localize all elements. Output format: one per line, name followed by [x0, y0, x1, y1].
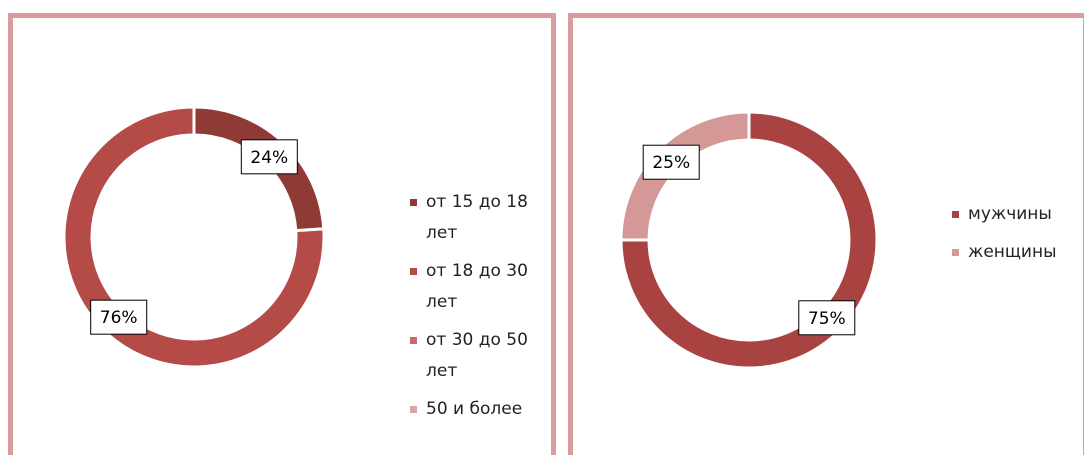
legend-item: мужчины	[952, 199, 1077, 230]
legend-label: от 30 до 50 лет	[426, 330, 528, 381]
legend-label: 50 и более	[426, 399, 523, 419]
legend-item: женщины	[952, 237, 1077, 268]
data-label-box	[240, 139, 298, 175]
legend-label: женщины	[968, 242, 1057, 262]
data-label: 25%	[652, 153, 690, 173]
legend-label: от 18 до 30 лет	[426, 261, 528, 312]
legend-swatch	[410, 406, 417, 413]
legend-item: 50 и более	[410, 394, 535, 425]
legend-swatch	[410, 337, 417, 344]
legend: мужчины женщины	[952, 199, 1077, 275]
legend-item: от 30 до 50 лет	[410, 325, 535, 387]
data-label-box	[90, 299, 148, 335]
legend-swatch	[952, 211, 959, 218]
panel	[568, 13, 1084, 455]
data-label: 24%	[250, 148, 288, 168]
data-label-box	[642, 144, 700, 180]
legend-swatch	[952, 249, 959, 256]
donut-slice	[619, 110, 879, 370]
legend-swatch	[410, 199, 417, 206]
legend-item: от 15 до 18 лет	[410, 187, 535, 249]
legend-label: от 15 до 18 лет	[426, 192, 528, 243]
data-label-box	[798, 300, 856, 336]
data-label: 75%	[808, 309, 846, 329]
donut-slice	[62, 105, 326, 369]
legend-label: мужчины	[968, 204, 1052, 224]
data-label: 76%	[100, 308, 138, 328]
panel	[8, 13, 556, 455]
donut-slice	[619, 110, 751, 242]
legend-swatch	[410, 268, 417, 275]
legend-item: от 18 до 30 лет	[410, 256, 535, 318]
legend: от 15 до 18 лет от 18 до 30 лет от 30 до 5…	[410, 187, 535, 432]
